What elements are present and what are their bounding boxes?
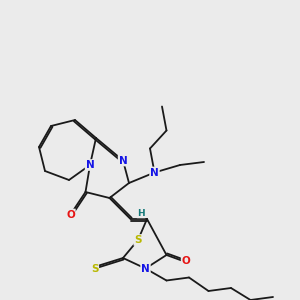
Text: S: S — [134, 235, 142, 245]
Text: O: O — [66, 209, 75, 220]
Text: N: N — [141, 263, 150, 274]
Text: N: N — [118, 155, 127, 166]
Text: O: O — [182, 256, 190, 266]
Text: H: H — [137, 208, 145, 217]
Text: N: N — [85, 160, 94, 170]
Text: S: S — [91, 263, 98, 274]
Text: N: N — [150, 167, 159, 178]
